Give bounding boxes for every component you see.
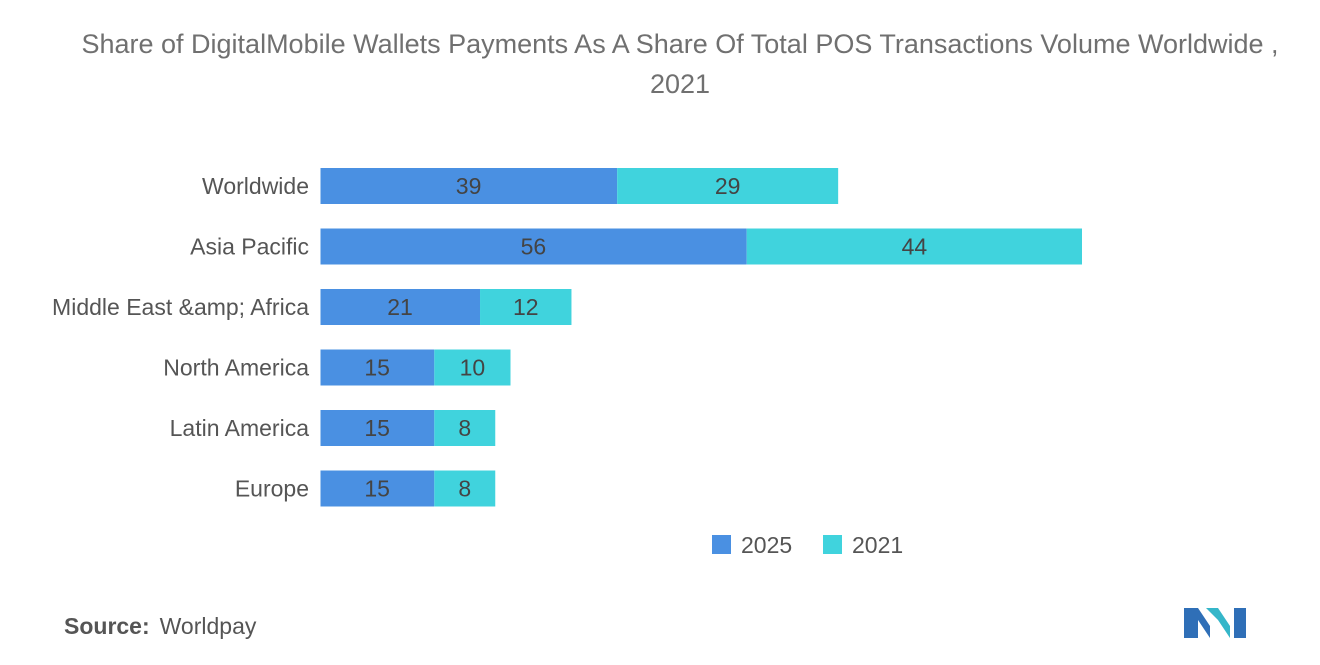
data-label: 8 (458, 415, 471, 441)
source-label: Source: (64, 613, 150, 639)
bar-2021 (480, 289, 572, 325)
bar-2025 (320, 410, 435, 446)
bar-chart: Worldwide 39 29 Asia Pacific 56 44 Middle East… (52, 168, 1082, 558)
bar-2021 (434, 410, 496, 446)
data-label: 8 (458, 476, 471, 502)
brand-logo-icon (1184, 608, 1246, 638)
data-label: 15 (364, 415, 390, 441)
bar-2025 (320, 470, 435, 507)
legend-label-2025: 2025 (741, 532, 792, 558)
data-label: 39 (456, 173, 482, 199)
bar-2025 (320, 168, 618, 204)
data-label: 44 (902, 234, 928, 260)
bar-2025 (320, 289, 481, 325)
category-label: Worldwide (202, 173, 309, 199)
bar-2025 (320, 349, 435, 386)
bar-2021 (617, 168, 839, 204)
category-label: Middle East &amp; Africa (52, 294, 309, 320)
data-label: 12 (513, 294, 539, 320)
bar-2025 (320, 228, 747, 265)
category-label: Asia Pacific (190, 234, 309, 260)
legend-label-2021: 2021 (852, 532, 903, 558)
data-label: 15 (364, 476, 390, 502)
bar-2021 (434, 470, 496, 507)
legend-swatch-2025 (712, 535, 731, 554)
data-label: 10 (460, 355, 486, 381)
source-value: Worldpay (159, 613, 257, 639)
source-note: Source: Worldpay (64, 613, 256, 640)
data-label: 15 (364, 355, 390, 381)
category-label: Latin America (170, 415, 310, 441)
data-label: 21 (387, 294, 413, 320)
data-label: 29 (715, 173, 741, 199)
data-label: 56 (521, 234, 547, 260)
bar-2021 (434, 349, 511, 386)
chart-title: Share of DigitalMobile Wallets Payments … (81, 29, 1279, 99)
category-label: North America (163, 355, 309, 381)
category-label: Europe (235, 476, 309, 502)
legend-swatch-2021 (823, 535, 842, 554)
bar-2021 (746, 228, 1082, 265)
